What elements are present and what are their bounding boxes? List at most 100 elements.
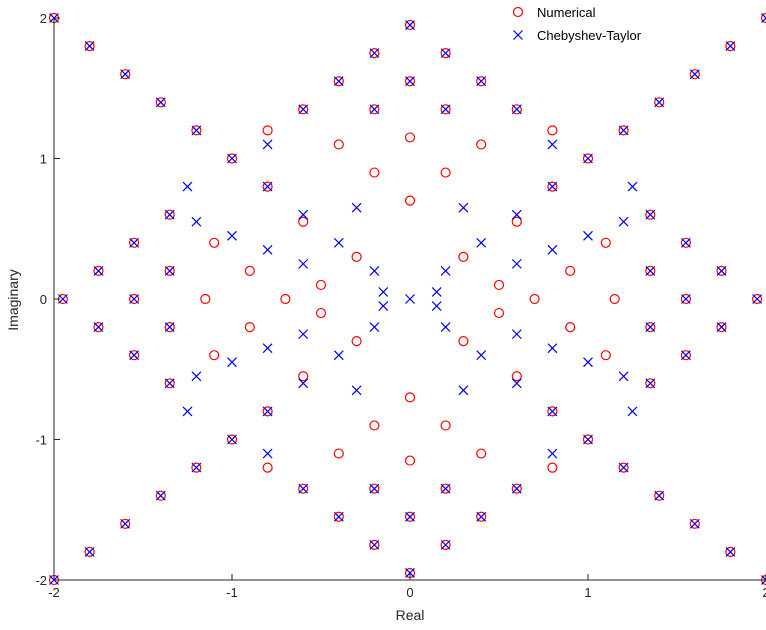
- numerical-point: [440, 539, 451, 550]
- chebyshev-taylor-point: [618, 371, 629, 382]
- numerical-point: [645, 378, 656, 389]
- numerical-point: [565, 322, 576, 333]
- numerical-point: [262, 125, 273, 136]
- numerical-point: [298, 216, 309, 227]
- numerical-point: [262, 181, 273, 192]
- numerical-point: [226, 153, 238, 164]
- chebyshev-taylor-point: [262, 139, 273, 150]
- numerical-point: [565, 265, 576, 276]
- chebyshev-taylor-point: [298, 329, 309, 340]
- numerical-point: [333, 139, 344, 150]
- chebyshev-taylor-point: [129, 237, 140, 248]
- axes: -2 -1 0 1 2 -2 -1 0 1 2: [35, 11, 766, 600]
- legend-marker-chebyshev-taylor: [513, 30, 523, 40]
- y-tick-label: 2: [40, 11, 47, 26]
- numerical-point: [476, 76, 487, 87]
- chebyshev-taylor-point: [93, 265, 104, 276]
- numerical-point: [209, 350, 220, 361]
- legend: Numerical Chebyshev-Taylor: [512, 5, 642, 43]
- chebyshev-taylor-point: [680, 237, 691, 248]
- chebyshev-taylor-point: [405, 294, 415, 304]
- data-marks: [48, 12, 766, 586]
- numerical-point: [280, 293, 291, 305]
- numerical-point: [654, 97, 665, 108]
- y-tick-label: -1: [35, 433, 47, 448]
- chebyshev-taylor-point: [458, 202, 469, 213]
- chebyshev-taylor-point: [298, 483, 309, 494]
- numerical-point: [680, 237, 692, 248]
- numerical-point: [164, 322, 175, 333]
- numerical-point: [680, 350, 692, 361]
- numerical-point: [476, 511, 487, 522]
- numerical-point: [298, 371, 309, 382]
- chebyshev-taylor-point: [369, 265, 380, 276]
- chebyshev-taylor-point: [583, 357, 593, 368]
- chebyshev-taylor-point: [129, 294, 140, 304]
- chebyshev-taylor-point: [627, 181, 638, 192]
- chebyshev-taylor-point: [84, 41, 95, 52]
- numerical-point: [200, 293, 211, 305]
- numerical-point: [84, 546, 95, 558]
- chebyshev-taylor-point: [262, 406, 273, 417]
- chebyshev-taylor-point: [645, 322, 656, 333]
- chebyshev-taylor-point: [191, 462, 202, 473]
- numerical-point: [244, 265, 255, 276]
- numerical-point: [93, 322, 104, 333]
- numerical-point: [440, 483, 451, 494]
- chebyshev-taylor-point: [761, 13, 766, 23]
- numerical-point: [689, 518, 700, 529]
- numerical-point: [369, 167, 380, 178]
- numerical-point: [120, 69, 131, 80]
- numerical-point: [129, 350, 140, 361]
- chebyshev-taylor-point: [164, 209, 175, 220]
- numerical-point: [476, 139, 487, 150]
- numerical-point: [493, 307, 505, 319]
- numerical-point: [440, 48, 451, 59]
- chebyshev-taylor-point: [476, 76, 487, 87]
- chebyshev-taylor-point: [440, 322, 451, 333]
- x-tick-label: 1: [584, 585, 591, 600]
- numerical-point: [645, 322, 656, 333]
- numerical-point: [582, 434, 594, 445]
- numerical-point: [164, 265, 175, 276]
- chebyshev-taylor-point: [752, 294, 763, 304]
- y-tick-label: -2: [35, 573, 47, 588]
- numerical-point: [582, 153, 594, 164]
- chebyshev-taylor-point: [351, 385, 362, 396]
- chebyshev-taylor-point: [405, 76, 415, 87]
- chebyshev-taylor-point: [84, 546, 95, 557]
- numerical-point: [129, 237, 140, 248]
- chebyshev-taylor-point: [583, 434, 593, 445]
- chebyshev-taylor-point: [164, 322, 175, 333]
- chebyshev-taylor-point: [191, 216, 202, 227]
- chebyshev-taylor-point: [476, 237, 487, 248]
- x-tick-label: -1: [226, 585, 238, 600]
- numerical-point: [404, 76, 416, 87]
- chebyshev-taylor-point: [654, 97, 665, 108]
- numerical-point: [760, 12, 766, 24]
- numerical-point: [725, 40, 736, 52]
- numerical-point: [609, 293, 620, 305]
- numerical-point: [440, 104, 451, 115]
- chebyshev-taylor-point: [440, 539, 451, 550]
- chebyshev-taylor-point: [155, 490, 166, 501]
- numerical-point: [164, 378, 175, 389]
- numerical-point: [458, 336, 469, 347]
- chebyshev-taylor-point: [440, 48, 451, 59]
- chebyshev-taylor-point: [164, 265, 175, 276]
- chebyshev-taylor-point: [654, 490, 665, 501]
- numerical-point: [716, 265, 727, 276]
- chebyshev-taylor-point: [547, 448, 558, 459]
- chebyshev-taylor-point: [57, 294, 68, 304]
- chebyshev-taylor-point: [369, 539, 380, 550]
- numerical-point: [209, 237, 220, 248]
- chebyshev-taylor-point: [618, 462, 629, 473]
- chebyshev-taylor-point: [618, 125, 629, 136]
- chebyshev-taylor-point: [431, 287, 442, 297]
- numerical-point: [333, 511, 344, 522]
- chebyshev-taylor-point: [476, 511, 487, 522]
- y-tick-label: 1: [40, 152, 47, 167]
- numerical-point: [369, 483, 380, 494]
- chebyshev-taylor-point: [627, 406, 638, 417]
- numerical-point: [511, 104, 522, 115]
